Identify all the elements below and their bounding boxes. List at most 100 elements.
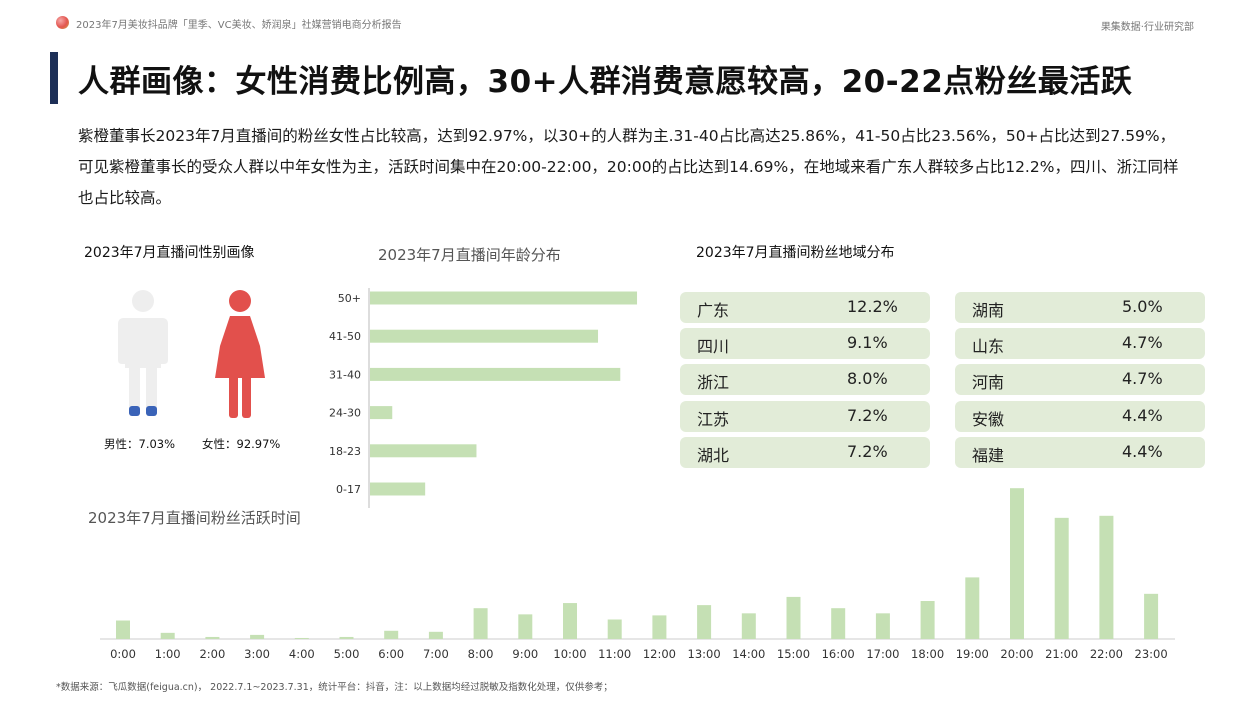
region-name: 河南 [972, 373, 1005, 393]
activity-chart-title: 2023年7月直播间粉丝活跃时间 [88, 509, 301, 527]
region-row: 江苏 7.2% [680, 400, 930, 432]
hour-tick-label: 5:00 [334, 647, 360, 661]
hour-tick-label: 14:00 [732, 647, 765, 661]
region-value: 4.7% [1122, 333, 1163, 353]
hour-tick-label: 17:00 [866, 647, 899, 661]
age-bar [370, 367, 621, 381]
age-bar [370, 291, 638, 305]
activity-bar [786, 596, 801, 639]
region-row: 福建 4.4% [955, 436, 1205, 468]
activity-bar [1144, 593, 1159, 639]
region-row: 湖南 5.0% [955, 292, 1205, 323]
region-row: 安徽 4.4% [955, 400, 1205, 432]
activity-bar [339, 636, 354, 639]
gender-chart-title: 2023年7月直播间性别画像 [84, 245, 255, 261]
activity-bar [875, 613, 890, 639]
region-name: 广东 [697, 301, 730, 320]
activity-time-chart: 0:00 1:00 2:00 3:00 4:00 5:00 6:00 7:00 8:00 9:00… [100, 488, 1175, 661]
hour-tick-label: 20:00 [1000, 647, 1033, 661]
activity-bar [518, 614, 533, 639]
region-row: 四川 9.1% [680, 328, 930, 360]
hour-tick-label: 4:00 [289, 647, 315, 661]
region-name: 湖南 [972, 301, 1005, 320]
hour-tick-label: 8:00 [468, 647, 494, 661]
region-value: 4.4% [1122, 441, 1163, 461]
activity-bar [697, 605, 712, 639]
hour-tick-label: 7:00 [423, 647, 449, 661]
hour-tick-label: 2:00 [199, 647, 225, 661]
activity-bar [563, 603, 577, 639]
brand-label: 果集数据·行业研究部 [1100, 22, 1194, 33]
region-row: 河南 4.7% [955, 364, 1205, 396]
age-bar [370, 444, 477, 458]
region-row: 山东 4.7% [955, 328, 1205, 360]
activity-bar [160, 632, 175, 639]
age-bar [370, 482, 426, 496]
region-chart-title: 2023年7月直播间粉丝地域分布 [696, 245, 895, 261]
activity-bar [1099, 515, 1114, 639]
region-value: 4.4% [1122, 405, 1163, 425]
activity-bar [831, 608, 846, 639]
region-name: 浙江 [697, 373, 730, 393]
age-tick-label: 0-17 [336, 483, 361, 496]
hour-tick-label: 16:00 [822, 647, 855, 661]
region-row: 广东 12.2% [680, 292, 930, 323]
female-figure-icon [215, 290, 265, 418]
top-bar: 2023年7月美妆抖品牌「里季、VC美妆、娇润泉」社媒营销电商分析报告 果集数据… [56, 14, 1194, 33]
region-name: 四川 [697, 337, 730, 357]
activity-bar [294, 637, 309, 639]
hour-tick-label: 13:00 [688, 647, 721, 661]
activity-bar [473, 608, 488, 639]
report-title: 2023年7月美妆抖品牌「里季、VC美妆、娇润泉」社媒营销电商分析报告 [76, 20, 402, 31]
hour-tick-label: 3:00 [244, 647, 270, 661]
age-bar [370, 329, 599, 343]
activity-bar [652, 615, 667, 639]
activity-bar [607, 619, 622, 639]
region-value: 8.0% [847, 369, 888, 389]
region-name: 湖北 [697, 445, 730, 465]
hour-tick-label: 11:00 [598, 647, 631, 661]
activity-bar [1010, 488, 1024, 639]
male-ratio-label: 男性：7.03% [104, 437, 176, 451]
hour-tick-label: 23:00 [1135, 647, 1168, 661]
region-value: 4.7% [1122, 369, 1163, 389]
activity-bar [116, 620, 130, 639]
hour-tick-label: 1:00 [155, 647, 181, 661]
region-name: 山东 [972, 337, 1005, 357]
region-name: 江苏 [697, 409, 730, 429]
hour-tick-label: 6:00 [378, 647, 404, 661]
activity-bar [741, 613, 756, 639]
hour-tick-label: 22:00 [1090, 647, 1123, 661]
region-row: 浙江 8.0% [680, 364, 930, 396]
region-name: 福建 [972, 445, 1005, 465]
page-title: 人群画像：女性消费比例高，30+人群消费意愿较高，20-22点粉丝最活跃 [78, 64, 1133, 100]
summary-paragraph: 紫橙董事长2023年7月直播间的粉丝女性占比较高，达到92.97%，以30+的人… [78, 127, 1179, 207]
hour-tick-label: 19:00 [956, 647, 989, 661]
hour-tick-label: 18:00 [911, 647, 944, 661]
age-tick-label: 31-40 [329, 368, 361, 381]
hour-tick-label: 21:00 [1045, 647, 1078, 661]
hour-tick-label: 12:00 [643, 647, 676, 661]
hour-tick-label: 9:00 [512, 647, 538, 661]
age-tick-label: 50+ [338, 292, 361, 305]
age-bar [370, 406, 393, 420]
age-tick-label: 18-23 [329, 445, 361, 458]
region-row: 湖北 7.2% [680, 436, 930, 468]
data-source-footnote: *数据来源：飞瓜数据(feigua.cn)， 2022.7.1~2023.7.3… [56, 682, 613, 693]
age-tick-label: 24-30 [329, 407, 361, 420]
activity-bar [920, 601, 935, 639]
region-value: 7.2% [847, 405, 888, 425]
activity-bar [205, 636, 220, 639]
hour-tick-label: 0:00 [110, 647, 136, 661]
activity-bar [384, 630, 399, 639]
logo-icon [56, 16, 69, 29]
hour-tick-label: 10:00 [553, 647, 586, 661]
title-accent-bar [50, 52, 58, 104]
age-distribution-chart: 50+ 41-50 31-40 24-30 18-23 0-17 [329, 288, 638, 508]
female-ratio-label: 女性：92.97% [202, 437, 281, 451]
activity-bar [428, 631, 443, 639]
age-chart-title: 2023年7月直播间年龄分布 [378, 246, 561, 264]
region-value: 5.0% [1122, 297, 1163, 316]
activity-bar [1054, 517, 1069, 639]
activity-bar [250, 634, 265, 639]
